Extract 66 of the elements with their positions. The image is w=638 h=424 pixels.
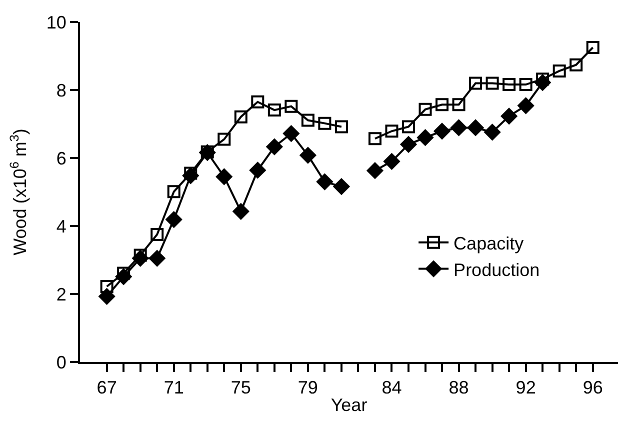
point	[402, 120, 415, 134]
x-tick-label: 75	[230, 378, 251, 398]
point	[232, 203, 250, 220]
point	[570, 58, 583, 72]
point	[484, 124, 500, 140]
point	[467, 120, 484, 136]
point	[368, 132, 382, 146]
point	[417, 129, 434, 146]
point	[166, 211, 182, 228]
point	[268, 104, 281, 117]
y-tick-label: 8	[56, 80, 66, 100]
y-tick-label: 2	[56, 284, 66, 304]
point	[266, 138, 283, 155]
point	[300, 147, 316, 164]
x-tick-label: 79	[298, 378, 318, 398]
point	[216, 168, 232, 185]
y-tick-label: 0	[56, 352, 66, 372]
point	[334, 120, 348, 134]
point	[98, 288, 115, 305]
x-tick-label: 88	[448, 378, 469, 398]
x-tick-label: 92	[516, 378, 536, 398]
point	[182, 168, 199, 184]
point	[500, 108, 518, 124]
point	[534, 74, 551, 91]
x-tick-label: 96	[582, 378, 603, 398]
point	[301, 114, 314, 127]
point	[518, 97, 534, 114]
point	[384, 153, 400, 170]
point	[469, 76, 482, 90]
point	[519, 78, 532, 92]
point	[400, 136, 417, 153]
point	[502, 78, 516, 92]
point	[552, 64, 566, 78]
point	[218, 132, 231, 146]
point	[452, 98, 466, 112]
point	[486, 76, 499, 90]
point	[132, 250, 148, 266]
y-tick-label: 10	[46, 12, 66, 32]
point	[418, 102, 432, 116]
point	[586, 41, 600, 54]
x-tick-label: 84	[382, 378, 402, 398]
legend-label: Capacity	[454, 233, 524, 254]
point	[250, 162, 266, 178]
x-tick-label: 67	[96, 378, 117, 398]
point	[283, 125, 300, 142]
y-tick-label: 4	[56, 216, 66, 236]
point	[436, 98, 449, 112]
point	[167, 185, 180, 198]
point	[284, 100, 298, 113]
point	[385, 124, 398, 138]
point	[100, 280, 114, 294]
point	[318, 116, 332, 130]
point	[251, 95, 264, 108]
point	[148, 250, 166, 266]
point	[115, 268, 132, 285]
legend-label: Production	[454, 260, 540, 280]
x-axis-title: Year	[330, 395, 368, 416]
x-tick-label: 71	[164, 378, 184, 398]
point	[316, 174, 333, 190]
point	[366, 162, 384, 179]
point	[333, 178, 350, 195]
point	[234, 110, 248, 124]
point	[434, 122, 450, 140]
point	[450, 120, 467, 136]
point	[150, 228, 164, 241]
y-tick-label: 6	[56, 148, 66, 168]
